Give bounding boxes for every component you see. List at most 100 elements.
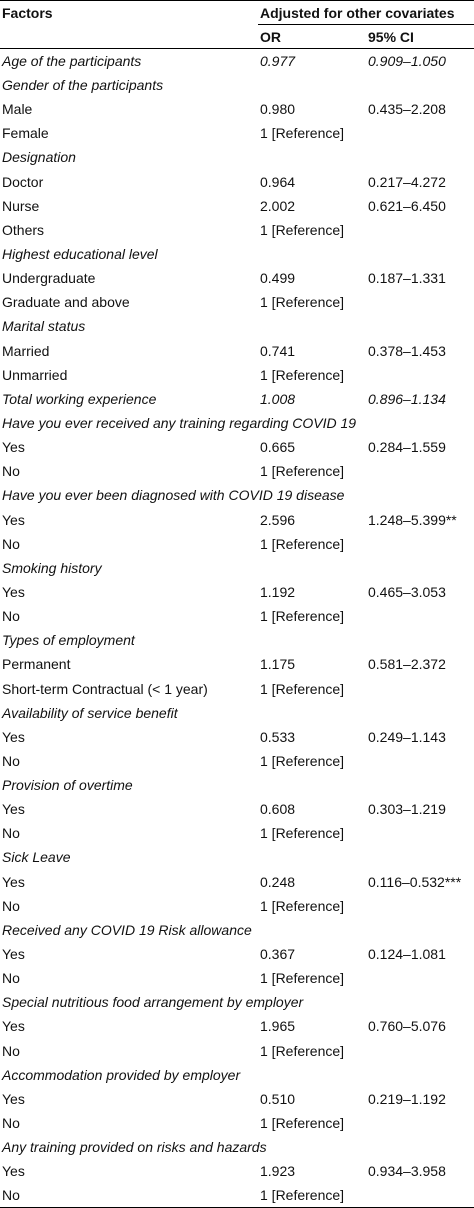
ci-cell [366,918,474,942]
factor-cell: Yes [2,511,25,528]
table-row: Permanent 1.175 0.581–2.372 [0,652,474,676]
ci-cell: 1.248–5.399** [368,511,457,528]
ci-cell [366,1039,474,1063]
ci-cell: 0.124–1.081 [368,946,446,963]
table-row: Undergraduate 0.499 0.187–1.331 [0,266,474,290]
or-cell: 0.499 [260,270,296,287]
factor-cell: Short-term Contractual (< 1 year) [2,680,208,697]
table-row: No 1 [Reference] [0,894,474,918]
factor-cell: Marital status [2,318,86,335]
category-row: Any training provided on risks and hazar… [0,1135,474,1159]
table-row: No 1 [Reference] [0,604,474,628]
factor-cell: No [2,752,20,769]
factor-cell: Permanent [2,656,71,673]
category-row: Smoking history [0,556,474,580]
factor-cell: Age of the participants [2,53,142,70]
ci-cell: 0.934–3.958 [368,1163,446,1180]
or-cell: 1 [Reference] [260,535,345,552]
ci-cell [366,701,474,725]
factor-cell: Yes [2,1163,25,1180]
factor-cell: Types of employment [2,632,135,649]
adjusted-header: Adjusted for other covariates [258,0,474,26]
factor-cell: Unmarried [2,366,68,383]
or-cell [258,1135,366,1159]
or-cell: 0.248 [260,873,296,890]
ci-cell [366,1183,474,1208]
table-row: No 1 [Reference] [0,821,474,845]
ci-cell [366,1063,474,1087]
factor-cell: Others [2,221,45,238]
ci-cell: 0.581–2.372 [368,656,446,673]
or-cell: 1 [Reference] [260,680,345,697]
factor-cell: No [2,608,20,625]
ci-cell [366,363,474,387]
ci-cell [366,411,474,435]
factor-cell: Highest educational level [2,245,158,262]
table-row: Nurse 2.002 0.621–6.450 [0,194,474,218]
ci-cell: 0.284–1.559 [368,439,446,456]
ci-cell [366,604,474,628]
ci-cell [366,1135,474,1159]
table-body: Age of the participants 0.977 0.909–1.050 G… [0,49,474,1208]
ci-cell: 0.249–1.143 [368,728,446,745]
or-cell: 1 [Reference] [260,366,345,383]
factor-cell: Married [2,342,50,359]
ci-cell [366,459,474,483]
ci-cell [366,145,474,169]
or-cell: 0.367 [260,946,296,963]
or-cell: 1 [Reference] [258,1183,366,1208]
ci-cell: 0.896–1.134 [368,390,446,407]
factor-cell: Yes [2,1090,25,1107]
factor-cell: No [2,535,20,552]
category-row: Accommodation provided by employer [0,1063,474,1087]
or-cell: 1.192 [260,583,296,600]
or-cell [258,918,366,942]
factor-cell: Yes [2,728,25,745]
or-cell [258,773,366,797]
category-row: Age of the participants 0.977 0.909–1.050 [0,49,474,73]
ci-cell [366,821,474,845]
or-cell: 1.175 [260,656,296,673]
ci-cell: 0.465–3.053 [368,583,446,600]
or-cell: 0.980 [260,101,296,118]
ci-cell [366,1111,474,1135]
ci-cell [366,290,474,314]
factor-cell: Availability of service benefit [2,704,178,721]
or-cell: 1 [Reference] [260,970,345,987]
or-cell [258,242,366,266]
ci-cell: 0.378–1.453 [368,342,446,359]
table-row: Unmarried 1 [Reference] [0,363,474,387]
factor-cell: Yes [2,583,25,600]
ci-cell [366,556,474,580]
ci-cell: 0.621–6.450 [368,197,446,214]
factor-cell: Undergraduate [2,270,96,287]
table-row: No 1 [Reference] [0,532,474,556]
or-cell: 0.964 [260,173,296,190]
ci-cell [366,749,474,773]
or-cell: 0.533 [260,728,296,745]
ci-cell [366,676,474,700]
ci-cell: 0.219–1.192 [368,1090,446,1107]
factors-header-spacer [0,24,258,50]
or-cell [258,701,366,725]
factor-cell: Gender of the participants [2,76,164,93]
table-header: Factors Adjusted for other covariates OR… [0,0,474,50]
table-row: Married 0.741 0.378–1.453 [0,338,474,362]
factor-cell: Designation [2,149,76,166]
category-row: Have you ever been diagnosed with COVID … [0,483,474,507]
table-row: Others 1 [Reference] [0,218,474,242]
ci-cell: 0.909–1.050 [368,53,446,70]
ci-cell [366,218,474,242]
ci-cell [366,894,474,918]
factor-cell: No [2,463,20,480]
or-cell: 0.977 [260,53,296,70]
header-row-sub: OR 95% CI [0,24,474,50]
ci-cell [366,990,474,1014]
table-row: Graduate and above 1 [Reference] [0,290,474,314]
category-row: Highest educational level [0,242,474,266]
factor-cell: Female [2,125,49,142]
or-cell: 1.008 [260,390,296,407]
ci-cell: 0.435–2.208 [368,101,446,118]
or-cell: 1 [Reference] [260,294,345,311]
ci-cell [366,845,474,869]
